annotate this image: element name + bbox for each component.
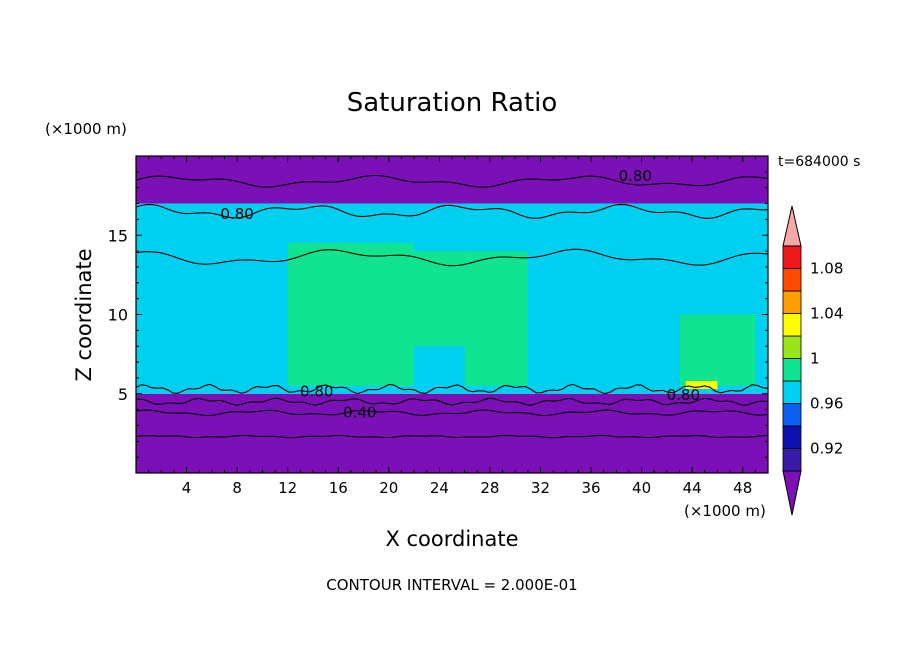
field-region xyxy=(136,156,768,204)
colorbar-tick-label: 0.96 xyxy=(810,395,843,413)
x-tick-label: 40 xyxy=(632,479,651,497)
field-region xyxy=(287,243,415,386)
colorbar-box xyxy=(782,425,802,449)
colorbar-box xyxy=(782,335,802,359)
field-region xyxy=(679,314,756,386)
x-tick-label: 44 xyxy=(683,479,702,497)
contour-label: 0.80 xyxy=(667,386,700,404)
contour-label: 0.80 xyxy=(300,383,333,401)
x-tick-label: 4 xyxy=(182,479,192,497)
x-tick-label: 28 xyxy=(480,479,499,497)
x-tick-label: 8 xyxy=(232,479,242,497)
contour-interval-text: CONTOUR INTERVAL = 2.000E-01 xyxy=(326,576,578,594)
colorbar-tick-label: 1 xyxy=(810,350,820,368)
contour-line xyxy=(135,383,769,395)
colorbar-box xyxy=(782,313,802,337)
field-region xyxy=(464,251,528,386)
contour-label: 0.80 xyxy=(619,167,652,185)
contour-line xyxy=(135,174,769,188)
colorbar-box xyxy=(782,268,802,292)
field-region xyxy=(685,381,718,389)
colorbar-end-low xyxy=(782,470,802,516)
contour-line xyxy=(135,434,769,439)
x-tick-label: 32 xyxy=(531,479,550,497)
x-tick-label: 20 xyxy=(379,479,398,497)
contour-label: 0.40 xyxy=(343,403,376,421)
y-tick-label: 5 xyxy=(118,385,128,404)
colorbar-box xyxy=(782,358,802,382)
colorbar-box xyxy=(782,290,802,314)
colorbar-box xyxy=(782,245,802,269)
colorbar-end-high xyxy=(782,205,802,247)
time-label: t=684000 s xyxy=(778,154,861,170)
contour-line xyxy=(135,397,769,406)
x-axis-units: (×1000 m) xyxy=(684,502,766,520)
x-tick-label: 24 xyxy=(430,479,449,497)
x-tick-label: 36 xyxy=(581,479,600,497)
field-region xyxy=(136,393,768,473)
contour-line xyxy=(135,248,769,267)
colorbar-tick-label: 1.08 xyxy=(810,260,843,278)
colorbar-box xyxy=(782,448,802,472)
colorbar-tick-label: 1.04 xyxy=(810,305,843,323)
y-axis-units: (×1000 m) xyxy=(45,120,127,138)
x-axis-label: X coordinate xyxy=(385,527,519,551)
y-tick-label: 15 xyxy=(108,226,128,245)
x-tick-label: 12 xyxy=(278,479,297,497)
contour-line xyxy=(135,409,769,417)
field-region xyxy=(414,251,465,347)
x-tick-label: 16 xyxy=(329,479,348,497)
chart-title: Saturation Ratio xyxy=(346,88,558,118)
colorbar-box xyxy=(782,380,802,404)
x-tick-label: 48 xyxy=(733,479,752,497)
y-tick-label: 10 xyxy=(108,306,128,325)
contour-line xyxy=(135,203,769,219)
colorbar-box xyxy=(782,403,802,427)
contour-label: 0.80 xyxy=(220,205,253,223)
colorbar-tick-label: 0.92 xyxy=(810,440,843,458)
